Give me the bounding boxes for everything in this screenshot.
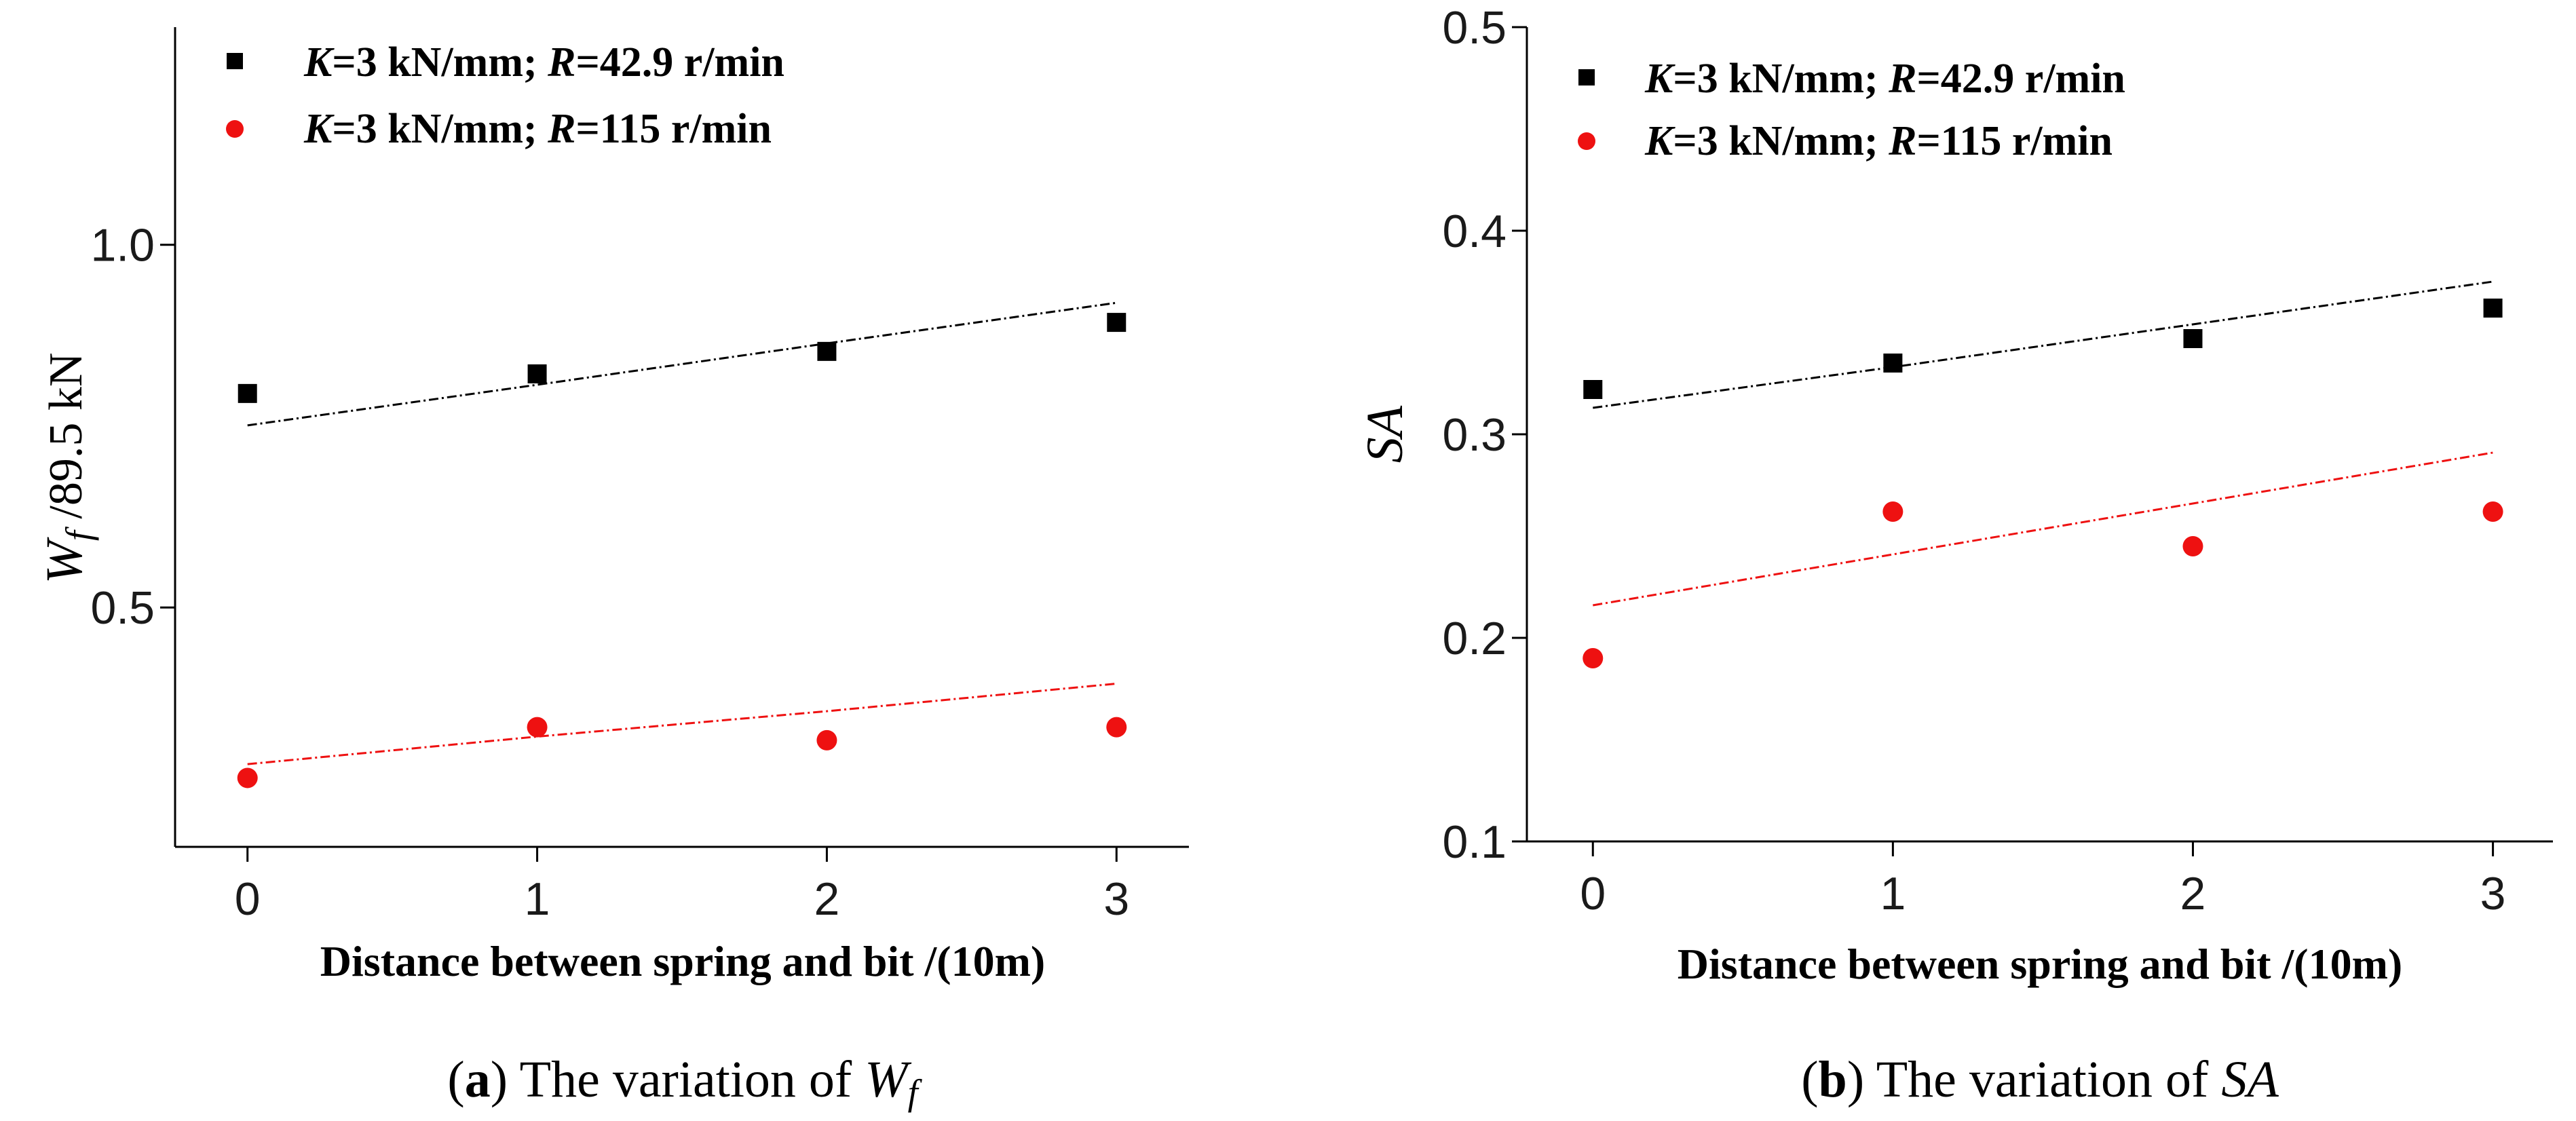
panel-b-point-series-1-x1 [1883, 354, 1903, 373]
panel-b-caption: (b) The variation of SA [1801, 1051, 2279, 1108]
panel-a-fit-lines [247, 301, 1117, 765]
panel-a-x-tick-label-0: 0 [235, 873, 261, 925]
panel-a-fit-line-series-1 [247, 301, 1117, 427]
panel-b-point-series-2-x3 [2482, 501, 2503, 522]
panel-b-x-tick-label-1: 1 [1880, 868, 1906, 919]
panel-b-point-series-1-x2 [2183, 329, 2203, 348]
panel-a-x-axis-label: Distance between spring and bit /(10m) [320, 937, 1045, 985]
panel-a-legend-entry-1: K=3 kN/mm; R=42.9 r/min [303, 39, 784, 86]
panel-a-y-label-rest: /89.5 kN [40, 353, 92, 531]
panel-b-fit-line-series-1 [1593, 280, 2493, 409]
panel-b-y-tick-label-2: 0.3 [1442, 409, 1507, 461]
panel-b-fit-line-series-2 [1593, 451, 2493, 607]
panel-b-y-ticks: 0.1 0.2 0.3 0.4 0.5 [1442, 2, 1527, 868]
panel-b-y-label-main: SA [1357, 405, 1414, 463]
panel-a-caption: (a) The variation of Wf [447, 1051, 922, 1113]
panel-a-y-label-main: W [36, 536, 93, 584]
panel-b-x-axis-label: Distance between spring and bit /(10m) [1678, 940, 2402, 988]
panel-b-legend: K=3 kN/mm; R=42.9 r/min K=3 kN/mm; R=115… [1578, 56, 2125, 164]
panel-b-y-axis-label: SA [1357, 405, 1414, 463]
panel-a-point-series-1-x3 [1107, 313, 1126, 332]
panel-b-x-ticks: 0 1 2 3 [1580, 841, 2505, 919]
panel-b-x-tick-label-0: 0 [1580, 868, 1606, 919]
panel-a-y-ticks: 0.5 1.0 [90, 220, 175, 634]
panel-b-legend-entry-1: K=3 kN/mm; R=42.9 r/min [1644, 56, 2125, 102]
panel-a-legend-marker-1 [227, 53, 243, 69]
panel-a-y-axis-label: Wf /89.5 kN [36, 353, 99, 584]
panel-a-point-series-2-x2 [816, 729, 837, 750]
panel-a-point-series-1-x0 [238, 383, 257, 403]
panel-a-y-tick-label-1: 1.0 [90, 220, 155, 271]
panel-b-x-tick-label-2: 2 [2180, 868, 2206, 919]
panel-a-x-ticks: 0 1 2 3 [235, 847, 1129, 925]
panel-b-legend-marker-2 [1578, 132, 1595, 150]
panel-b-point-series-2-x0 [1583, 648, 1604, 668]
panel-b-point-series-1-x3 [2483, 299, 2503, 318]
panel-a-points [237, 313, 1127, 788]
panel-a-point-series-1-x1 [527, 364, 547, 383]
panel-a-legend-marker-2 [226, 120, 244, 138]
panel-b-legend-marker-1 [1578, 69, 1595, 86]
panel-a-legend: K=3 kN/mm; R=42.9 r/min K=3 kN/mm; R=115… [226, 39, 784, 152]
panel-b-y-tick-label-3: 0.4 [1442, 206, 1507, 257]
panel-a-chart: 0 1 2 3 0.5 1.0 Distance between spring and … [36, 27, 1189, 1113]
panel-a-x-tick-label-3: 3 [1103, 873, 1129, 925]
panel-b-y-tick-label-4: 0.5 [1442, 2, 1507, 54]
panel-a-point-series-2-x1 [527, 717, 548, 738]
panel-b-x-tick-label-3: 3 [2480, 868, 2506, 919]
panel-b-points [1583, 299, 2503, 668]
panel-b-y-tick-label-1: 0.2 [1442, 613, 1507, 664]
panel-b-point-series-1-x0 [1583, 380, 1603, 399]
panel-b-point-series-2-x2 [2182, 536, 2203, 556]
panel-b-legend-entry-2: K=3 kN/mm; R=115 r/min [1644, 118, 2113, 164]
panel-b-point-series-2-x1 [1882, 501, 1903, 522]
panel-b-fit-lines [1593, 280, 2493, 607]
panel-a-fit-line-series-2 [247, 682, 1117, 765]
panel-a-point-series-2-x3 [1106, 717, 1127, 738]
panel-b-chart: 0 1 2 3 0.1 0.2 0.3 0.4 0.5 Distance between sp… [1357, 2, 2553, 1108]
panel-a-x-tick-label-1: 1 [525, 873, 550, 925]
panel-b-y-tick-label-0: 0.1 [1442, 816, 1507, 868]
panel-a-point-series-2-x0 [237, 767, 258, 788]
panel-a-y-tick-label-0: 0.5 [90, 582, 155, 634]
panel-a-x-tick-label-2: 2 [814, 873, 840, 925]
panel-a-legend-entry-2: K=3 kN/mm; R=115 r/min [303, 106, 772, 152]
panel-a-point-series-1-x2 [817, 341, 837, 361]
